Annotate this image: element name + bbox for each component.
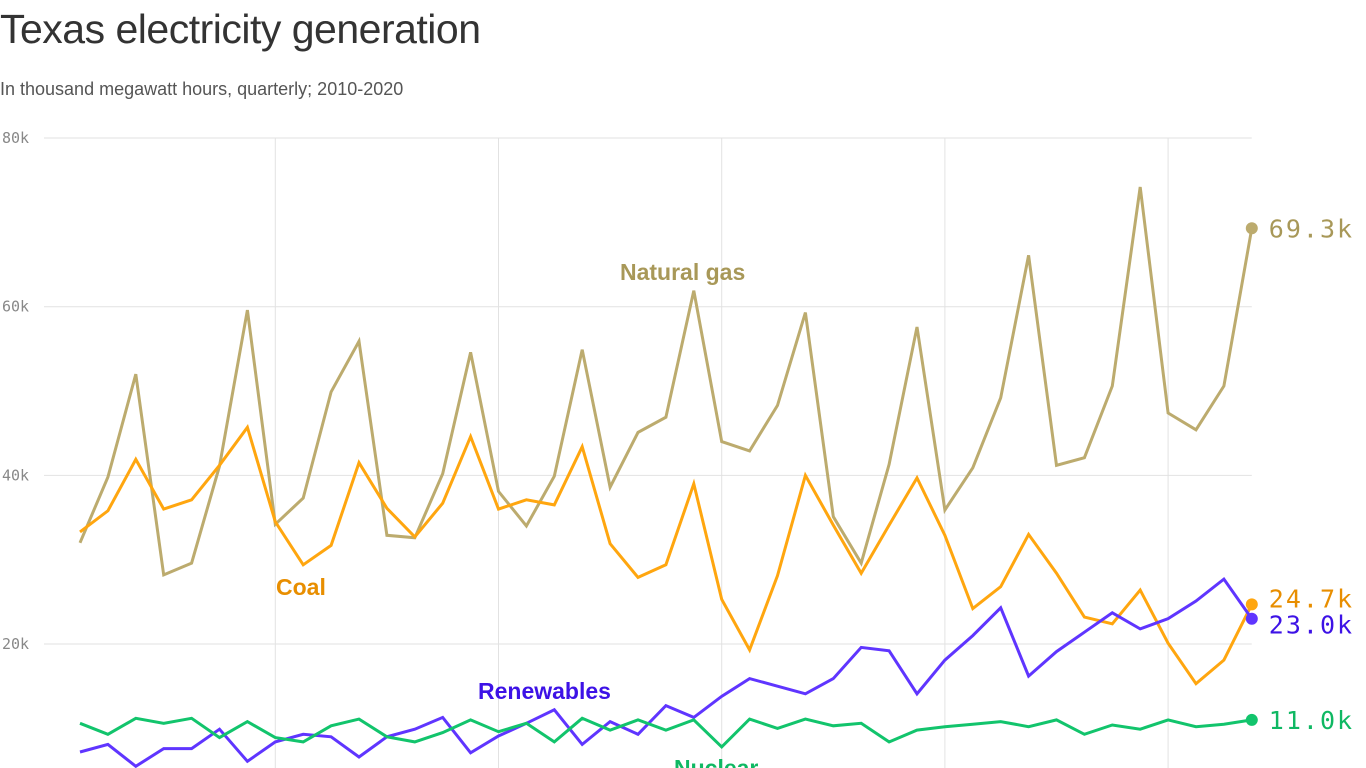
y-tick-label: 60k: [2, 298, 29, 316]
series-label: Coal: [276, 574, 326, 600]
data-point: [1245, 598, 1258, 611]
series-labels: Natural gas 69.3k Coal 24.7k Renewables 23.0k…: [276, 214, 1354, 768]
series-line-nuclear: [79, 716, 1253, 750]
chart-title: Texas electricity generation: [0, 6, 481, 52]
end-value-label: 11.0k: [1269, 706, 1354, 735]
data-point: [1245, 713, 1258, 726]
series-line-natural-gas: [78, 186, 1254, 578]
end-value-label: 69.3k: [1269, 214, 1354, 243]
end-value-label: 23.0k: [1269, 611, 1354, 640]
end-value-label: 24.7k: [1269, 584, 1354, 613]
y-tick-label: 20k: [2, 635, 29, 653]
data-point: [1245, 222, 1258, 235]
gridlines: [44, 137, 1252, 768]
series-label: Renewables: [478, 678, 611, 704]
chart-subtitle: In thousand megawatt hours, quarterly; 2…: [0, 79, 404, 99]
series-line-renewables: [79, 576, 1254, 768]
y-axis-ticks: 20k 40k 60k 80k: [2, 129, 29, 653]
data-point: [1245, 612, 1258, 625]
series-label: Natural gas: [620, 259, 745, 285]
series-lines: [78, 186, 1258, 768]
series-line-coal: [79, 423, 1254, 686]
y-tick-label: 80k: [2, 129, 29, 147]
series-label: Nuclear: [674, 755, 758, 768]
y-tick-label: 40k: [2, 466, 29, 484]
